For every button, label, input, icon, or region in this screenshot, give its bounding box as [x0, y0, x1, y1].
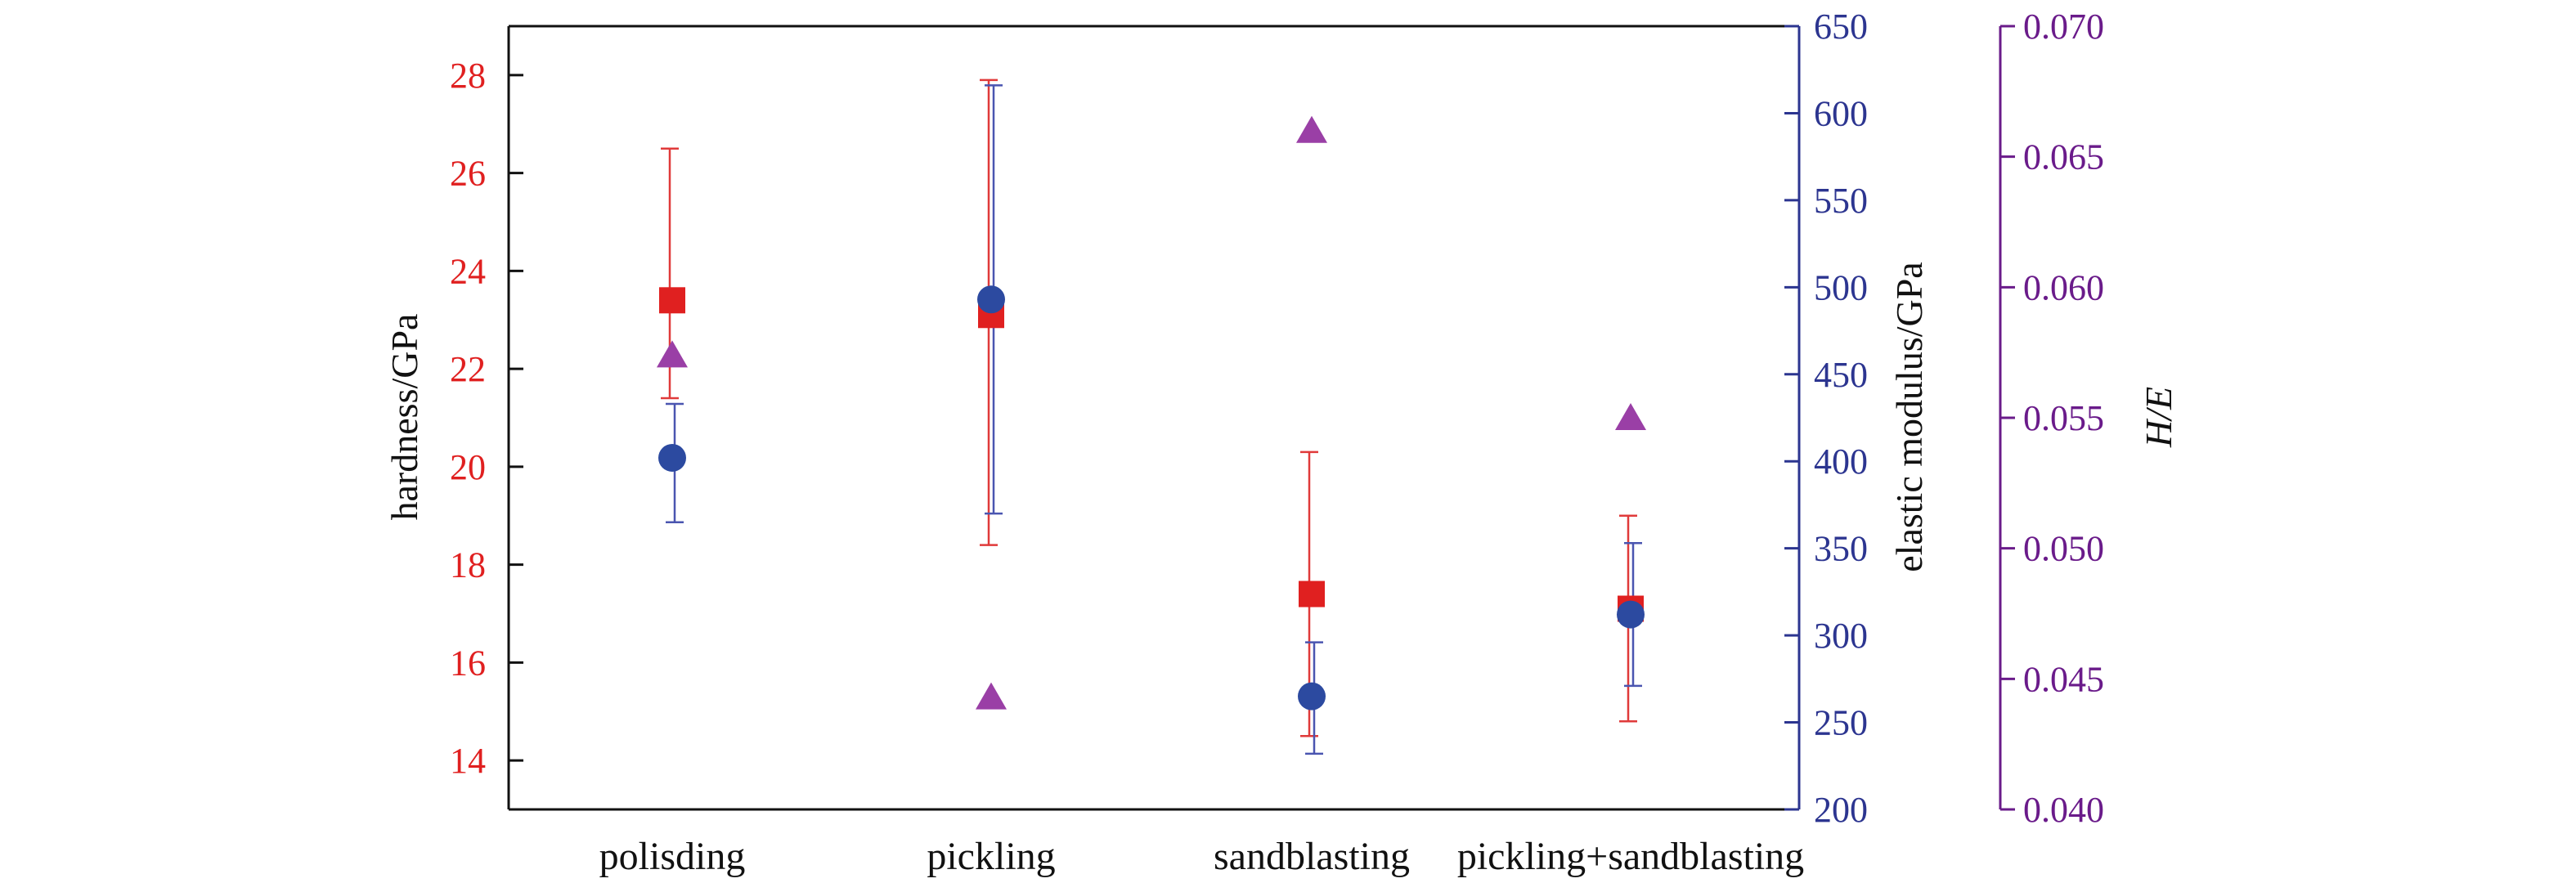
- elastic-modulus-tick-label: 500: [1814, 267, 1868, 307]
- h-e-tick-label: 0.060: [2023, 267, 2104, 307]
- elastic-modulus-axis-title: elastic modulus/GPa: [1888, 262, 1930, 571]
- hardness-tick-label: 16: [450, 643, 486, 683]
- hardness-tick-label: 24: [450, 251, 486, 291]
- hardness-tick-label: 20: [450, 447, 486, 487]
- hardness-tick-label: 18: [450, 545, 486, 585]
- hardness-point: [659, 287, 685, 314]
- category-label: pickling: [927, 835, 1055, 878]
- h-e-point: [657, 340, 688, 368]
- hardness-tick-label: 14: [450, 741, 486, 781]
- hardness-axis-title: hardness/GPa: [384, 314, 425, 521]
- category-label: sandblasting: [1214, 835, 1410, 878]
- tick-labels: 14 16 18 20 22 24 26 28 200 250 300 350 400 450 500 550…: [450, 7, 2104, 830]
- hardness-point: [1299, 580, 1325, 607]
- h-e-tick-label: 0.040: [2023, 790, 2104, 830]
- h-e-tick-label: 0.065: [2023, 137, 2104, 177]
- h-e-tick-label: 0.050: [2023, 529, 2104, 569]
- elastic-modulus-tick-label: 450: [1814, 355, 1868, 395]
- error-bars: [661, 78, 1642, 755]
- category-label: polisding: [599, 835, 746, 878]
- elastic-modulus-point: [977, 285, 1005, 314]
- elastic-modulus-point: [1298, 682, 1326, 710]
- h-e-point: [976, 682, 1007, 710]
- elastic-modulus-tick-label: 400: [1814, 441, 1868, 482]
- hardness-tick-label: 22: [450, 349, 486, 389]
- elastic-modulus-tick-label: 650: [1814, 7, 1868, 47]
- axis-ticks: [509, 25, 2015, 811]
- h-e-point: [1615, 403, 1646, 430]
- elastic-modulus-tick-label: 300: [1814, 616, 1868, 656]
- elastic-modulus-tick-label: 350: [1814, 529, 1868, 569]
- elastic-modulus-tick-label: 250: [1814, 703, 1868, 743]
- elastic-modulus-point: [658, 443, 686, 472]
- category-labels: polisding pickling sandblasting pickling+sa…: [599, 835, 1805, 878]
- hardness-tick-label: 28: [450, 56, 486, 96]
- h-e-tick-label: 0.055: [2023, 398, 2104, 438]
- plot-frame: [507, 25, 2002, 811]
- h-e-tick-label: 0.045: [2023, 659, 2104, 699]
- elastic-modulus-point: [1617, 600, 1645, 629]
- h-e-axis-title: H/E: [2138, 387, 2179, 448]
- hardness-tick-label: 26: [450, 154, 486, 194]
- h-e-tick-label: 0.070: [2023, 7, 2104, 47]
- h-e-point: [1296, 115, 1327, 143]
- category-label: pickling+sandblasting: [1457, 835, 1804, 878]
- elastic-modulus-tick-label: 600: [1814, 93, 1868, 133]
- data-markers: [657, 115, 1646, 710]
- elastic-modulus-tick-label: 200: [1814, 790, 1868, 830]
- elastic-modulus-tick-label: 550: [1814, 181, 1868, 221]
